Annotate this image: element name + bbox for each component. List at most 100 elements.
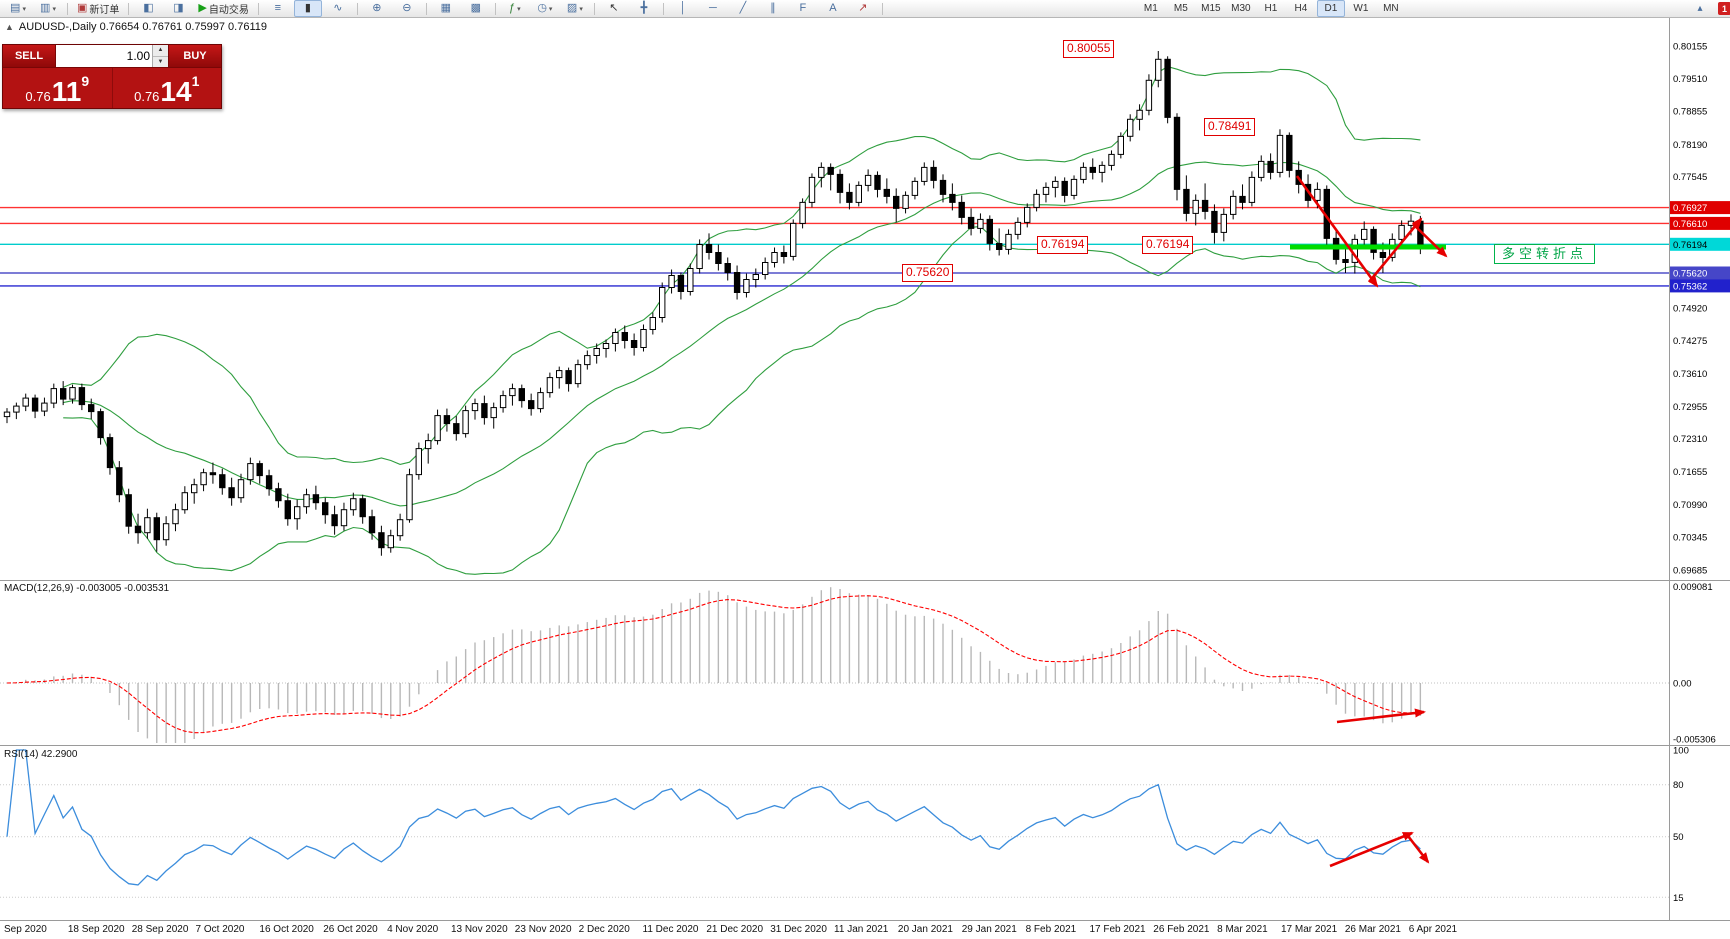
templates-button[interactable]: ▨ ▾ — [561, 0, 589, 17]
price-axis-label: 0.69685 — [1673, 566, 1707, 577]
fibonacci-button[interactable]: F — [789, 0, 817, 17]
alerts-badge[interactable]: 1 — [1718, 2, 1730, 15]
price-callout[interactable]: 0.76194 — [1037, 236, 1089, 254]
candle-body — [1239, 195, 1246, 203]
quantity-down-button[interactable]: ▼ — [153, 56, 168, 67]
price-callout[interactable]: 0.80055 — [1063, 40, 1115, 58]
rsi-axis-label: 15 — [1673, 893, 1684, 904]
crosshair-button[interactable]: ╋ — [630, 0, 658, 17]
toolbar-separator — [881, 2, 883, 15]
trend-arrow-rsi[interactable] — [1406, 835, 1430, 864]
market-watch-button[interactable]: ◧ — [134, 0, 162, 17]
candle-body — [602, 343, 610, 349]
trendline-button[interactable]: ╱ — [729, 0, 757, 17]
candle-body — [88, 404, 95, 413]
buy-button[interactable]: BUY — [168, 45, 221, 67]
candle-body — [733, 272, 741, 293]
toolbar-expand-button[interactable]: ▴ — [1697, 3, 1703, 14]
toolbar-separator — [494, 2, 496, 15]
candle-body — [1024, 206, 1031, 223]
tf-m1-button[interactable]: M1 — [1137, 0, 1165, 17]
sell-price-button[interactable]: 0.76 11 9 — [3, 68, 113, 108]
data-window-button[interactable]: ◨ — [164, 0, 192, 17]
tf-m5-button-label: M5 — [1173, 3, 1188, 14]
cursor-button[interactable]: ↖ — [600, 0, 628, 17]
trend-arrow-main[interactable] — [1412, 223, 1448, 258]
candle-body — [565, 370, 572, 385]
line-mode-button[interactable]: ∿ — [324, 0, 352, 17]
candle-body — [331, 514, 338, 527]
bollinger-upper-band[interactable] — [62, 66, 1421, 465]
candle-body — [471, 403, 479, 412]
trend-arrow-rsi[interactable] — [1329, 831, 1414, 868]
candle-body — [1361, 228, 1368, 240]
buy-price-button[interactable]: 0.76 14 1 — [113, 68, 222, 108]
candle-body — [1192, 199, 1199, 214]
tf-m15-button-label: M15 — [1201, 3, 1221, 14]
price-tag-bg — [1670, 266, 1730, 280]
candle-body — [1164, 58, 1171, 118]
chart-profiles-button[interactable]: ▥ ▾ — [34, 0, 62, 17]
quantity-up-button[interactable]: ▲ — [153, 45, 168, 57]
price-callout[interactable]: 0.78491 — [1204, 118, 1256, 136]
horizontal-line-button[interactable]: ─ — [699, 0, 727, 17]
candle-body — [621, 332, 628, 341]
autotrading-button[interactable]: ▶ 自动交易 — [194, 0, 252, 17]
tf-h1-button[interactable]: H1 — [1257, 0, 1285, 17]
annotation-note[interactable]: 多空转折点 — [1494, 244, 1596, 264]
tf-mn-button[interactable]: MN — [1377, 0, 1405, 17]
text-tool-button[interactable]: A — [819, 0, 847, 17]
price-callout[interactable]: 0.75620 — [902, 264, 954, 282]
periods-button[interactable]: ◷ ▾ — [531, 0, 559, 17]
trend-arrow-main[interactable] — [1367, 217, 1423, 283]
candle-body — [1314, 188, 1321, 201]
bollinger-lower-band[interactable] — [63, 225, 1421, 575]
vertical-line-button[interactable]: │ — [669, 0, 697, 17]
zoom-in-button[interactable]: ⊕ — [363, 0, 391, 17]
arrows-tool-button[interactable]: ↗ — [849, 0, 877, 17]
tf-d1-button-label: D1 — [1324, 3, 1338, 14]
candle-body — [462, 410, 469, 435]
candle-body — [1145, 79, 1153, 111]
candle-body — [864, 174, 872, 186]
candle-body — [518, 388, 525, 402]
zoom-out-button[interactable]: ⊖ — [393, 0, 421, 17]
buy-price-point: 1 — [191, 73, 200, 89]
time-axis-label: 17 Feb 2021 — [1089, 924, 1146, 935]
channel-button[interactable]: ∥ — [759, 0, 787, 17]
zoom-out-button-icon: ⊖ — [402, 2, 412, 14]
price-axis-label: 0.77545 — [1673, 172, 1707, 183]
quantity-stepper[interactable]: 1.00 ▲ ▼ — [56, 45, 168, 67]
candle-body — [1005, 233, 1012, 250]
bars-mode-button[interactable]: ≡ — [264, 0, 292, 17]
candle-body — [425, 440, 432, 450]
quantity-value[interactable]: 1.00 — [126, 49, 150, 63]
new-chart-button[interactable]: ▤ ▾ — [4, 0, 32, 17]
bollinger-middle-band[interactable] — [63, 161, 1421, 507]
candles-mode-button[interactable]: ▮ — [293, 0, 322, 17]
auto-arrange-button[interactable]: ▩ — [462, 0, 490, 17]
buy-price-prefix: 0.76 — [134, 89, 160, 104]
candle-body — [1098, 164, 1106, 173]
indicators-button[interactable]: ƒ ▾ — [501, 0, 529, 17]
tf-d1-button[interactable]: D1 — [1316, 0, 1345, 17]
tf-w1-button[interactable]: W1 — [1347, 0, 1375, 17]
rsi-axis-label: 80 — [1673, 780, 1684, 791]
price-callout[interactable]: 0.76194 — [1142, 236, 1194, 254]
tf-m30-button[interactable]: M30 — [1227, 0, 1255, 17]
price-tag-bg — [1670, 216, 1730, 230]
trend-arrow-macd[interactable] — [1336, 708, 1426, 724]
time-axis-label: 21 Dec 2020 — [706, 924, 764, 935]
tf-m15-button[interactable]: M15 — [1197, 0, 1225, 17]
sell-button[interactable]: SELL — [3, 45, 56, 67]
toolbar-separator — [425, 2, 427, 15]
tf-m5-button[interactable]: M5 — [1167, 0, 1195, 17]
trend-arrow-main[interactable] — [1295, 175, 1379, 288]
new-order-button[interactable]: ▣ 新订单 — [73, 0, 123, 17]
tf-h4-button[interactable]: H4 — [1287, 0, 1315, 17]
candle-body — [630, 340, 638, 348]
tile-windows-button[interactable]: ▦ — [432, 0, 460, 17]
time-axis-label: 29 Jan 2021 — [961, 924, 1017, 935]
time-axis-label: 28 Sep 2020 — [131, 924, 189, 935]
